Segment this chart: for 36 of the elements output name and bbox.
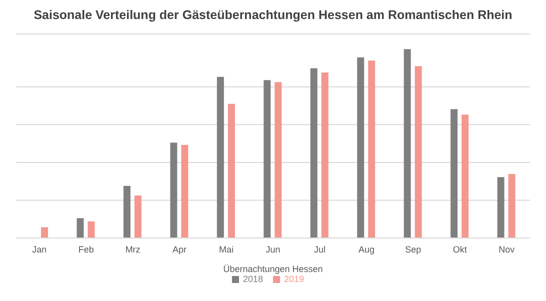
bar — [450, 109, 458, 238]
x-tick-label: Jan — [32, 244, 47, 254]
x-tick-label: Mai — [219, 244, 234, 254]
bar — [274, 82, 282, 238]
x-tick-label: Jul — [314, 244, 326, 254]
x-axis-title: Übernachtungen Hessen — [223, 264, 323, 274]
bar — [123, 186, 130, 238]
bar — [181, 144, 188, 238]
bar — [41, 227, 48, 238]
bar — [414, 66, 422, 238]
bar — [462, 114, 469, 238]
chart-title: Saisonale Verteilung der Gästeübernachtungen Hessen am Romantischen Rhein — [32, 8, 514, 22]
bar — [88, 221, 95, 238]
bar — [264, 80, 271, 238]
x-tick-label: Nov — [498, 244, 516, 254]
x-tick-label: Okt — [452, 244, 468, 254]
x-tick-label: Jun — [266, 244, 280, 254]
bar — [357, 57, 364, 238]
bar — [310, 68, 318, 238]
bar — [497, 177, 504, 238]
bar — [76, 218, 84, 238]
bar — [228, 104, 235, 238]
bar — [404, 49, 411, 238]
bar — [134, 196, 142, 238]
bar — [321, 72, 328, 238]
bar — [170, 142, 178, 238]
x-tick-label: Aug — [358, 244, 374, 254]
x-tick-label: Apr — [172, 244, 187, 254]
x-tick-label: Sep — [405, 244, 422, 254]
bar — [216, 76, 224, 238]
x-tick-label: Feb — [78, 244, 94, 254]
legend-label: 2018 — [242, 274, 263, 284]
legend-label: 2019 — [284, 274, 304, 284]
bar — [508, 174, 516, 238]
x-tick-label: Mrz — [125, 244, 141, 254]
bar — [368, 60, 376, 238]
